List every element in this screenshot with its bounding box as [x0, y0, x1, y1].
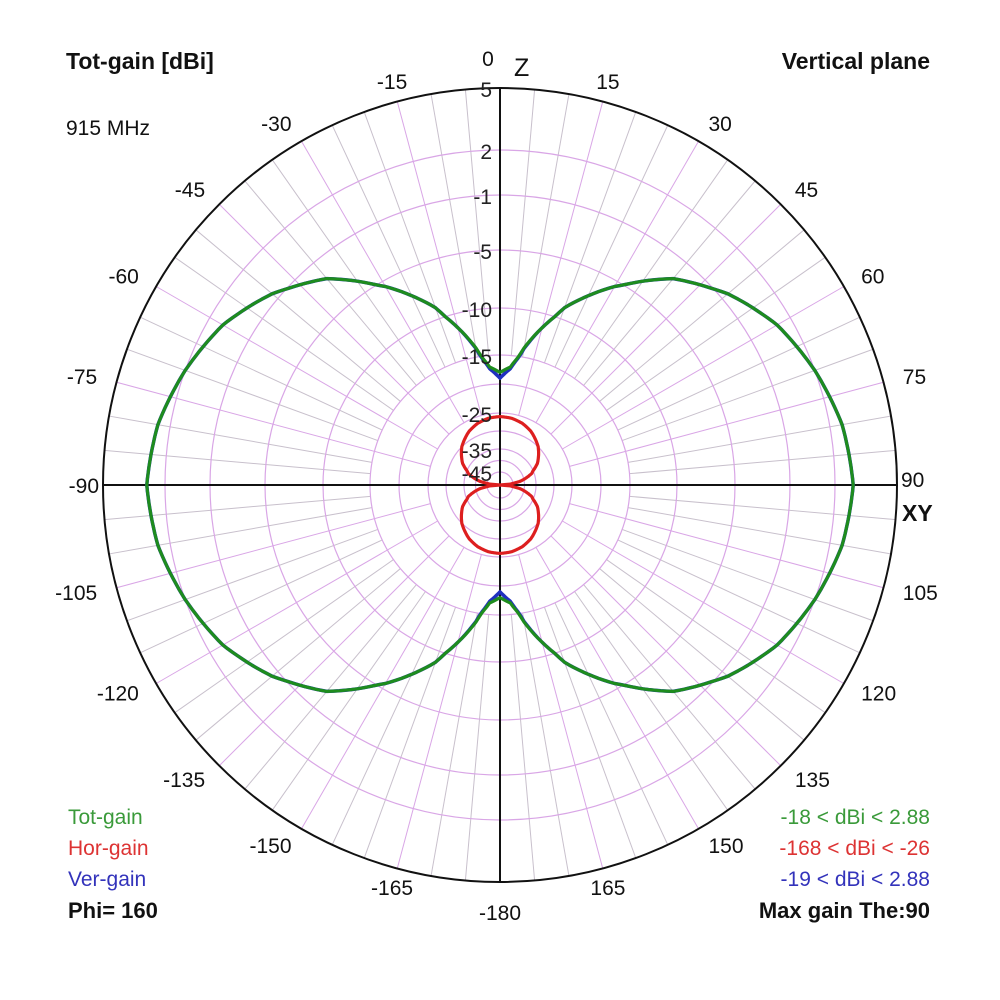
- legend-ranges: -18 < dBi < 2.88 -168 < dBi < -26 -19 < …: [759, 802, 930, 926]
- angle-tick-label: 135: [795, 769, 830, 792]
- angle-tick-label: -90: [69, 475, 99, 498]
- angle-tick-label: 165: [590, 877, 625, 900]
- angle-tick-label: 30: [709, 113, 732, 136]
- max-gain-label: Max gain The:90: [758, 898, 930, 923]
- angle-tick-label: 90: [901, 469, 924, 492]
- z-axis-label: Z: [514, 54, 530, 82]
- angle-tick-label: -135: [163, 769, 205, 792]
- angle-tick-label: -45: [175, 179, 205, 202]
- angle-tick-label: -30: [261, 113, 291, 136]
- angle-tick-label: -150: [249, 835, 291, 858]
- phi-label: Phi= 160: [68, 898, 158, 923]
- radial-tick-label: -5: [473, 241, 492, 264]
- angle-tick-label: -165: [371, 877, 413, 900]
- angle-tick-label: 150: [709, 835, 744, 858]
- angle-tick-label: 15: [596, 71, 619, 94]
- radial-tick-label: -15: [462, 346, 492, 369]
- angle-tick-label: 0: [482, 48, 494, 71]
- range-ver-gain: -19 < dBi < 2.88: [780, 868, 930, 891]
- angle-tick-label: 45: [795, 179, 818, 202]
- angle-tick-label: -105: [55, 582, 97, 605]
- angle-tick-label: -15: [377, 71, 407, 94]
- xy-axis-label: XY: [902, 500, 933, 526]
- pattern-curves: [145, 276, 855, 694]
- frequency-label: 915 MHz: [66, 117, 151, 140]
- angle-tick-label: 75: [903, 366, 926, 389]
- legend-series: Tot-gain Hor-gain Ver-gain Phi= 160: [68, 802, 158, 926]
- radial-tick-label: -45: [462, 463, 492, 486]
- angle-tick-label: -180: [479, 902, 521, 925]
- legend-tot-gain: Tot-gain: [68, 806, 143, 829]
- radial-tick-label: -35: [462, 440, 492, 463]
- angle-tick-label: -120: [97, 683, 139, 706]
- angle-tick-labels: 0 15 30 45 60 75 90 105 120 135 150 165 -180 -165 -150…: [55, 48, 938, 925]
- angle-tick-label: -75: [67, 366, 97, 389]
- range-tot-gain: -18 < dBi < 2.88: [780, 806, 930, 829]
- legend-hor-gain: Hor-gain: [68, 837, 149, 860]
- angle-tick-label: -60: [109, 266, 139, 289]
- radial-tick-label: 5: [480, 79, 492, 102]
- radial-tick-label: -25: [462, 404, 492, 427]
- tot-gain-curve: [145, 277, 855, 693]
- radial-tick-label: -1: [473, 186, 492, 209]
- angle-tick-label: 105: [903, 582, 938, 605]
- radial-tick-label: 2: [480, 141, 492, 164]
- plane-label: Vertical plane: [781, 48, 930, 74]
- range-hor-gain: -168 < dBi < -26: [779, 837, 930, 860]
- angle-tick-label: 120: [861, 683, 896, 706]
- legend-ver-gain: Ver-gain: [68, 868, 147, 891]
- angle-tick-label: 60: [861, 266, 884, 289]
- chart-title: Tot-gain [dBi]: [66, 48, 214, 74]
- radial-tick-labels: 5 2 -1 -5 -10 -15 -25 -35-45: [462, 79, 492, 486]
- radial-tick-label: -10: [462, 299, 492, 322]
- hor-gain-curve: [459, 415, 541, 555]
